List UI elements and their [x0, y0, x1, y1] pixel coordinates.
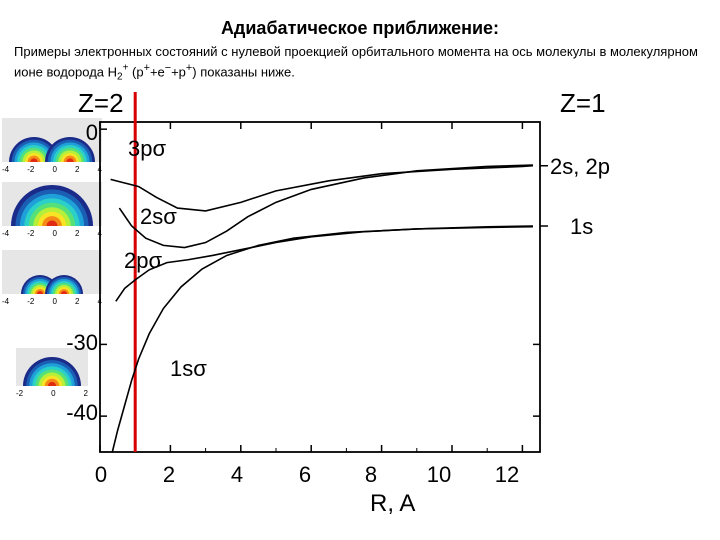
y-tick: 0: [54, 120, 98, 146]
subtitle-paren: (p: [128, 64, 143, 79]
label-1s: 1s: [570, 214, 593, 240]
subtitle: Примеры электронных состояний с нулевой …: [14, 44, 706, 84]
x-tick: 6: [290, 462, 320, 488]
y-tick: -40: [54, 400, 98, 426]
orbital-thumb-2psigma: -4 -2 0 2 4: [2, 250, 102, 294]
z-left-label: Z=2: [78, 88, 124, 119]
y-tick: -30: [54, 330, 98, 356]
energy-plot: Z=2 Z=1 3pσ 2sσ 2pσ 1sσ 2s, 2p 1s 0 -30 …: [130, 102, 690, 502]
thumb-ticks: -4 -2 0 2 4: [2, 297, 102, 306]
label-2psigma: 2pσ: [124, 248, 162, 274]
x-tick: 0: [86, 462, 116, 488]
orbital-thumb-2ssigma: -4 -2 0 2 4: [2, 182, 102, 226]
label-2s2p: 2s, 2p: [550, 154, 610, 180]
z-right-label: Z=1: [560, 88, 606, 119]
x-tick: 12: [492, 462, 522, 488]
x-tick: 10: [424, 462, 454, 488]
x-tick: 4: [222, 462, 252, 488]
label-3psigma: 3pσ: [128, 136, 166, 162]
label-1ssigma: 1sσ: [170, 356, 207, 382]
thumb-ticks: -2 0 2: [16, 389, 88, 398]
label-2ssigma: 2sσ: [140, 204, 177, 230]
x-tick: 8: [356, 462, 386, 488]
x-axis-label: R, A: [370, 490, 415, 518]
page-title: Адиабатическое приближение:: [0, 18, 720, 39]
x-tick: 2: [154, 462, 184, 488]
thumb-ticks: -4 -2 0 2 4: [2, 165, 102, 174]
thumb-ticks: -4 -2 0 2 4: [2, 229, 102, 238]
subtitle-post: ) показаны ниже.: [192, 64, 295, 79]
